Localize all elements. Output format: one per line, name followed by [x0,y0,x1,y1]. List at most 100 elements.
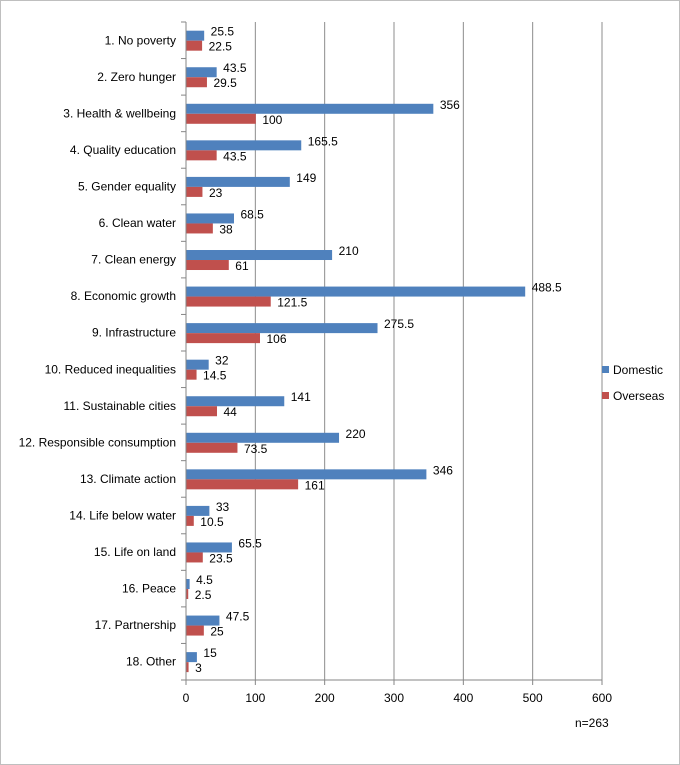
bar-domestic-9-infrastructure [186,323,378,334]
bar-overseas-9-infrastructure [186,333,260,344]
bar-domestic-14-life-below-water [186,505,210,516]
category-label-11-sustainable-cities: 11. Sustainable cities [63,399,176,413]
bar-domestic-17-partnership [186,615,220,626]
category-label-14-life-below-water: 14. Life below water [69,509,176,523]
data-label-overseas-4-quality-education: 43.5 [223,149,247,163]
data-label-overseas-1-no-poverty: 22.5 [209,40,233,54]
bar-overseas-10-reduced-inequalities [186,369,197,380]
bar-domestic-13-climate-action [186,469,427,480]
bar-domestic-11-sustainable-cities [186,396,285,407]
bar-overseas-16-peace [186,589,189,600]
legend-swatch-domestic [602,366,609,373]
category-label-17-partnership: 17. Partnership [95,618,177,632]
bar-domestic-4-quality-education [186,140,302,151]
data-label-overseas-8-economic-growth: 121.5 [277,296,307,310]
bar-overseas-7-clean-energy [186,260,229,271]
bar-overseas-13-climate-action [186,479,299,490]
category-label-15-life-on-land: 15. Life on land [94,545,176,559]
bar-domestic-1-no-poverty [186,30,205,41]
category-label-4-quality-education: 4. Quality education [70,143,176,157]
category-label-3-health-wellbeing: 3. Health & wellbeing [63,106,176,120]
bar-overseas-5-gender-equality [186,186,203,197]
bar-overseas-6-clean-water [186,223,213,234]
bar-domestic-12-responsible-consumption [186,432,340,443]
bar-overseas-11-sustainable-cities [186,406,218,417]
x-tick-label-100: 100 [245,691,265,705]
data-label-domestic-17-partnership: 47.5 [226,610,250,624]
x-tick-label-200: 200 [315,691,335,705]
data-label-overseas-10-reduced-inequalities: 14.5 [203,369,227,383]
data-label-overseas-15-life-on-land: 23.5 [209,551,233,565]
data-label-overseas-9-infrastructure: 106 [266,332,286,346]
bar-overseas-4-quality-education [186,150,217,161]
category-label-1-no-poverty: 1. No poverty [105,33,176,47]
category-label-18-other: 18. Other [126,655,176,669]
data-label-domestic-16-peace: 4.5 [196,573,213,587]
data-label-domestic-5-gender-equality: 149 [296,171,316,185]
category-label-9-infrastructure: 9. Infrastructure [92,326,176,340]
data-label-overseas-3-health-wellbeing: 100 [262,113,282,127]
x-tick-label-0: 0 [183,691,190,705]
bar-domestic-18-other [186,652,197,663]
data-label-overseas-17-partnership: 25 [210,625,224,639]
data-label-domestic-12-responsible-consumption: 220 [346,427,366,441]
category-label-6-clean-water: 6. Clean water [99,216,176,230]
data-label-domestic-3-health-wellbeing: 356 [440,98,460,112]
data-label-overseas-5-gender-equality: 23 [209,186,223,200]
data-label-domestic-1-no-poverty: 25.5 [211,25,235,39]
data-label-domestic-10-reduced-inequalities: 32 [215,354,229,368]
bar-overseas-8-economic-growth [186,296,271,307]
category-label-12-responsible-consumption: 12. Responsible consumption [19,435,176,449]
category-label-5-gender-equality: 5. Gender equality [78,180,176,194]
bar-overseas-14-life-below-water [186,515,194,526]
data-label-overseas-11-sustainable-cities: 44 [224,405,238,419]
data-label-domestic-2-zero-hunger: 43.5 [223,61,247,75]
data-label-overseas-12-responsible-consumption: 73.5 [244,442,268,456]
category-label-7-clean-energy: 7. Clean energy [91,253,176,267]
data-label-overseas-6-clean-water: 38 [219,222,233,236]
legend-label-domestic: Domestic [613,363,663,377]
data-label-domestic-8-economic-growth: 488.5 [532,281,562,295]
data-labels: 25.543.5356165.514968.5210488.5275.53214… [195,25,562,675]
bar-overseas-1-no-poverty [186,40,203,51]
sample-size-note: n=263 [575,716,609,730]
bar-overseas-18-other [186,662,189,673]
bar-overseas-17-partnership [186,625,204,636]
bar-domestic-2-zero-hunger [186,67,217,78]
category-label-2-zero-hunger: 2. Zero hunger [97,70,176,84]
bars [186,30,526,673]
data-label-domestic-18-other: 15 [203,646,217,660]
data-label-domestic-4-quality-education: 165.5 [308,134,338,148]
category-label-10-reduced-inequalities: 10. Reduced inequalities [45,362,176,376]
x-tick-label-600: 600 [592,691,612,705]
legend-swatch-overseas [602,392,609,399]
bar-domestic-15-life-on-land [186,542,232,553]
bar-overseas-15-life-on-land [186,552,203,563]
category-label-13-climate-action: 13. Climate action [80,472,176,486]
data-label-domestic-6-clean-water: 68.5 [240,207,264,221]
category-label-16-peace: 16. Peace [122,582,176,596]
category-label-8-economic-growth: 8. Economic growth [71,289,176,303]
legend-label-overseas: Overseas [613,389,664,403]
data-label-overseas-13-climate-action: 161 [305,478,325,492]
data-label-domestic-13-climate-action: 346 [433,463,453,477]
data-label-overseas-2-zero-hunger: 29.5 [213,76,237,90]
bar-domestic-8-economic-growth [186,286,526,297]
bar-domestic-7-clean-energy [186,250,333,261]
data-label-overseas-7-clean-energy: 61 [235,259,249,273]
x-tick-label-500: 500 [523,691,543,705]
bar-overseas-12-responsible-consumption [186,442,238,453]
bar-overseas-2-zero-hunger [186,77,207,88]
bar-domestic-16-peace [186,579,190,590]
x-tick-label-300: 300 [384,691,404,705]
data-label-overseas-14-life-below-water: 10.5 [200,515,224,529]
data-label-domestic-15-life-on-land: 65.5 [238,536,262,550]
bar-domestic-10-reduced-inequalities [186,359,209,370]
axis [181,21,603,685]
bar-overseas-3-health-wellbeing [186,113,256,124]
tick-labels: 0 100 200 300 400 500 600 [183,691,613,705]
data-label-overseas-18-other: 3 [195,661,202,675]
data-label-domestic-9-infrastructure: 275.5 [384,317,414,331]
